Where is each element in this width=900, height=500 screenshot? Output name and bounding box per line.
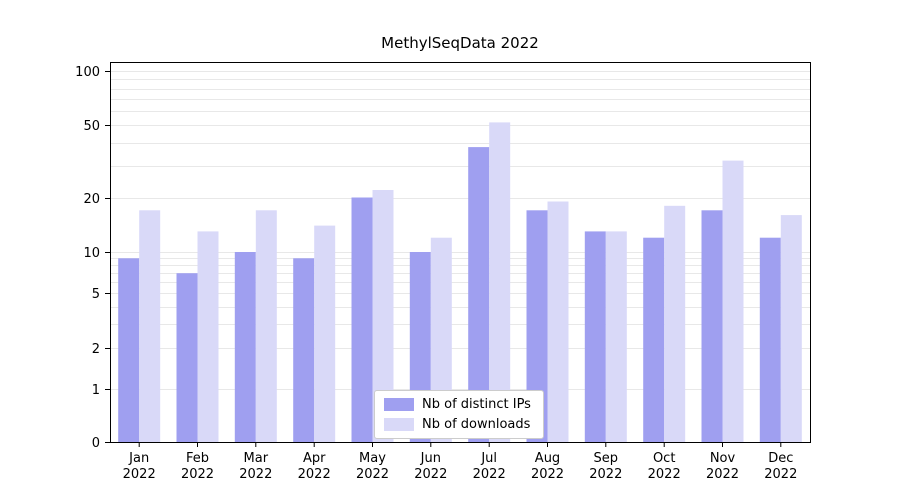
legend-label-downloads: Nb of downloads — [422, 417, 531, 432]
x-tick-label-month: Sep — [594, 451, 619, 466]
bar-jan-distinct-ips — [118, 258, 140, 442]
bar-aug-distinct-ips — [526, 210, 548, 442]
x-tick-label-month: Dec — [768, 451, 793, 466]
bar-sep-downloads — [605, 231, 627, 442]
bar-aug-downloads — [547, 201, 569, 442]
legend: Nb of distinct IPs Nb of downloads — [374, 390, 544, 439]
y-tick-label: 0 — [92, 436, 100, 451]
bar-feb-downloads — [197, 231, 219, 442]
x-tick-label-month: Jun — [420, 451, 441, 466]
legend-item-distinct-ips: Nb of distinct IPs — [384, 397, 531, 412]
bar-dec-downloads — [780, 215, 802, 442]
bar-jul-downloads — [489, 122, 511, 443]
x-tick-label-year: 2022 — [239, 467, 272, 482]
legend-label-distinct-ips: Nb of distinct IPs — [422, 397, 531, 412]
x-tick-label-month: Nov — [710, 451, 736, 466]
x-tick-label-year: 2022 — [531, 467, 564, 482]
x-tick-label-year: 2022 — [181, 467, 214, 482]
x-tick-label-year: 2022 — [356, 467, 389, 482]
x-tick-label-year: 2022 — [473, 467, 506, 482]
x-tick-label-month: Mar — [244, 451, 269, 466]
x-tick-label-year: 2022 — [298, 467, 331, 482]
y-tick-label: 20 — [83, 192, 100, 207]
y-tick-label: 2 — [92, 342, 100, 357]
y-tick-label: 5 — [92, 287, 100, 302]
bar-oct-distinct-ips — [643, 237, 665, 442]
bar-may-distinct-ips — [351, 197, 373, 442]
x-tick-label-year: 2022 — [589, 467, 622, 482]
x-tick-label-month: Aug — [535, 451, 560, 466]
bar-oct-downloads — [664, 205, 686, 442]
x-tick-label-month: Feb — [186, 451, 209, 466]
x-tick-label-month: Apr — [303, 451, 326, 466]
bar-dec-distinct-ips — [759, 237, 781, 442]
x-tick-label-month: Jan — [128, 451, 149, 466]
bar-apr-downloads — [314, 225, 336, 442]
x-tick-label-year: 2022 — [123, 467, 156, 482]
bar-mar-downloads — [255, 210, 277, 442]
bar-jul-distinct-ips — [468, 147, 490, 442]
x-tick-label-year: 2022 — [414, 467, 447, 482]
legend-item-downloads: Nb of downloads — [384, 417, 531, 432]
plot-border — [110, 62, 811, 443]
bar-may-downloads — [372, 190, 394, 442]
y-tick-label: 1 — [92, 383, 100, 398]
y-tick-label: 50 — [83, 119, 100, 134]
y-tick-label: 10 — [83, 246, 100, 261]
bar-sep-distinct-ips — [584, 231, 606, 442]
x-tick-label-year: 2022 — [764, 467, 797, 482]
bar-mar-distinct-ips — [234, 252, 256, 442]
legend-swatch-distinct-ips — [384, 398, 414, 411]
chart-title: MethylSeqData 2022 — [381, 34, 539, 52]
x-tick-label-month: May — [359, 451, 386, 466]
bar-nov-distinct-ips — [701, 210, 723, 442]
legend-swatch-downloads — [384, 418, 414, 431]
y-tick-label: 100 — [75, 65, 100, 80]
x-tick-label-year: 2022 — [648, 467, 681, 482]
x-tick-label-month: Oct — [653, 451, 675, 466]
bar-jan-downloads — [139, 210, 161, 442]
x-tick-label-month: Jul — [480, 451, 497, 466]
bar-feb-distinct-ips — [176, 273, 198, 442]
x-tick-label-year: 2022 — [706, 467, 739, 482]
bar-apr-distinct-ips — [293, 258, 315, 442]
bar-nov-downloads — [722, 160, 744, 442]
